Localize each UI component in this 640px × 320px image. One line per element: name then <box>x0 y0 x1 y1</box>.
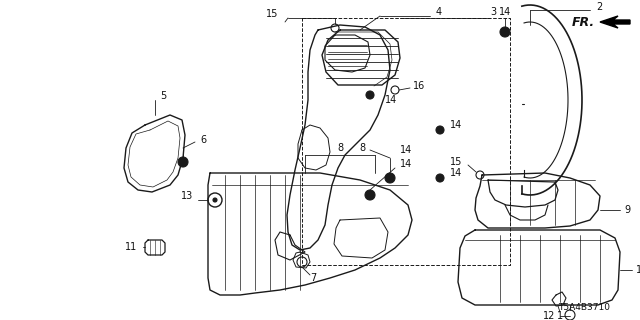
Text: 15: 15 <box>450 157 462 167</box>
Text: 8: 8 <box>359 143 365 153</box>
Text: 5: 5 <box>160 91 166 101</box>
Circle shape <box>213 198 217 202</box>
Text: 3: 3 <box>490 7 496 17</box>
Text: 10: 10 <box>636 265 640 275</box>
Text: 11: 11 <box>125 242 137 252</box>
Text: 4: 4 <box>436 7 442 17</box>
Circle shape <box>385 173 395 183</box>
Text: 14: 14 <box>385 95 397 105</box>
Circle shape <box>366 91 374 99</box>
Text: 8: 8 <box>337 143 343 153</box>
Text: 14: 14 <box>400 159 412 169</box>
Text: 7: 7 <box>310 273 316 283</box>
Text: 14: 14 <box>450 120 462 130</box>
Text: FR.: FR. <box>572 15 595 28</box>
Polygon shape <box>600 16 630 28</box>
Text: T5A4B3710: T5A4B3710 <box>558 303 610 313</box>
Text: 12: 12 <box>543 311 555 320</box>
Circle shape <box>500 27 510 37</box>
Text: 9: 9 <box>624 205 630 215</box>
Text: 16: 16 <box>413 81 425 91</box>
Text: 2: 2 <box>596 2 602 12</box>
Text: 15: 15 <box>266 9 278 19</box>
Text: 6: 6 <box>200 135 206 145</box>
Text: 1: 1 <box>557 311 563 320</box>
Circle shape <box>178 157 188 167</box>
Text: 14: 14 <box>450 168 462 178</box>
Circle shape <box>436 126 444 134</box>
Text: 13: 13 <box>180 191 193 201</box>
Text: 14: 14 <box>499 7 511 17</box>
Circle shape <box>365 190 375 200</box>
Circle shape <box>436 174 444 182</box>
Text: 14: 14 <box>400 145 412 155</box>
